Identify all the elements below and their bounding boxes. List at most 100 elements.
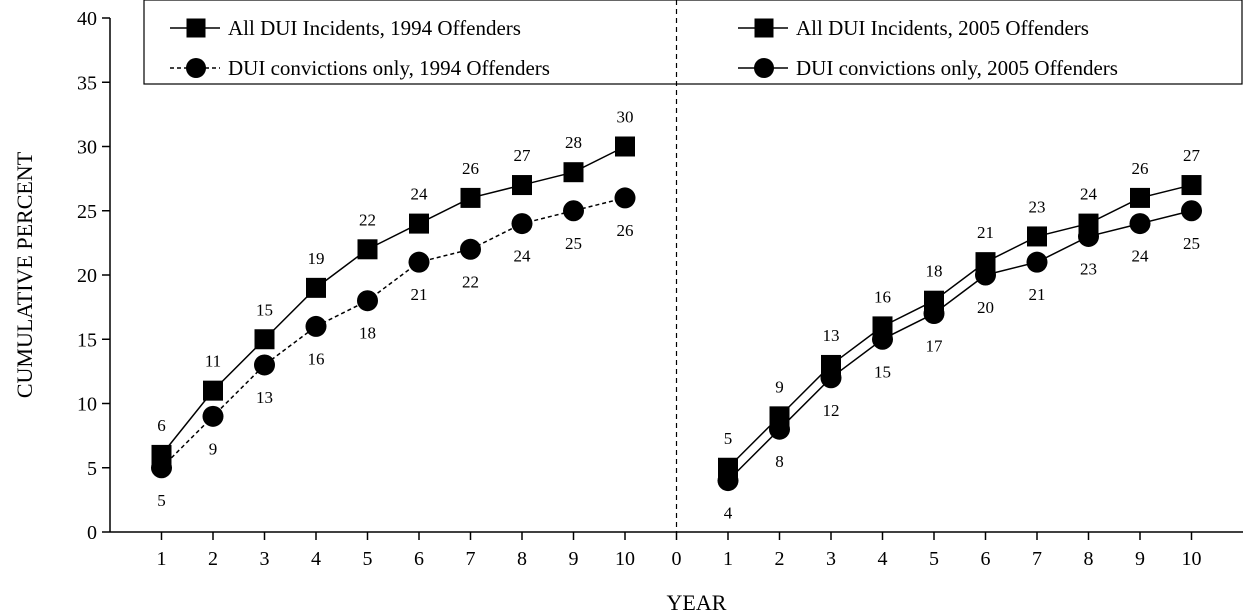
data-point-square: [512, 175, 532, 196]
data-label: 24: [411, 185, 429, 204]
data-label: 5: [157, 491, 166, 510]
x-tick-label: 1: [157, 548, 167, 570]
data-label: 25: [565, 234, 582, 253]
x-tick-label: 10: [615, 548, 635, 570]
data-point-square: [357, 239, 378, 260]
series-line-2005-circle: [727, 210, 1192, 482]
data-point-circle: [1181, 200, 1202, 222]
legend-entry-label: DUI convictions only, 2005 Offenders: [796, 56, 1118, 80]
data-point-circle: [408, 251, 430, 273]
data-label: 22: [359, 210, 376, 229]
data-point-circle: [305, 315, 327, 337]
data-point-circle: [1129, 213, 1151, 235]
data-label: 26: [1132, 159, 1149, 178]
data-label: 23: [1029, 197, 1046, 216]
data-point-circle: [975, 264, 996, 286]
x-tick-label: 7: [1032, 548, 1042, 570]
series-line-1994-square: [160, 145, 626, 456]
data-label: 12: [823, 401, 840, 420]
data-label: 22: [462, 272, 479, 291]
data-label: 28: [565, 133, 582, 152]
legend-entry-label: DUI convictions only, 1994 Offenders: [228, 56, 550, 80]
x-tick-label: 9: [569, 548, 579, 570]
data-point-circle: [1078, 225, 1099, 247]
data-label: 18: [359, 324, 376, 343]
data-label: 16: [308, 349, 325, 368]
data-label: 5: [724, 429, 733, 448]
x-tick-label: 9: [1135, 548, 1145, 570]
x-tick-label: 5: [929, 548, 939, 570]
data-label: 9: [209, 439, 218, 458]
legend-box: [143, 0, 1243, 85]
data-point-square: [615, 136, 635, 157]
data-label: 8: [775, 452, 784, 471]
data-label: 6: [157, 416, 166, 435]
x-tick-label: 8: [517, 548, 527, 570]
x-tick-label: 5: [363, 548, 373, 570]
data-label: 25: [1183, 234, 1200, 253]
data-point-square: [460, 187, 481, 208]
data-label: 26: [617, 221, 634, 240]
series-line-2005-square: [727, 184, 1192, 469]
x-axis-title: YEAR: [667, 590, 727, 614]
data-label: 15: [256, 300, 273, 319]
x-tick-label: 6: [981, 548, 991, 570]
series-line-1994-circle: [160, 197, 626, 469]
legend-marker-square-icon: [754, 18, 774, 38]
data-label: 21: [411, 285, 428, 304]
x-tick-label: 6: [414, 548, 424, 570]
data-point-circle: [872, 328, 893, 350]
data-point-square: [1027, 226, 1047, 247]
data-label: 4: [724, 504, 733, 523]
data-point-circle: [357, 290, 378, 312]
x-tick-label: 2: [208, 548, 218, 570]
data-point-circle: [151, 457, 172, 479]
data-point-square: [203, 380, 223, 401]
y-tick-label: 0: [87, 522, 97, 544]
x-tick-label: 7: [466, 548, 476, 570]
y-axis-title: CUMULATIVE PERCENT: [12, 151, 37, 398]
data-label: 18: [926, 262, 943, 281]
data-point-square: [254, 329, 275, 350]
data-point-circle: [769, 418, 790, 440]
data-point-circle: [511, 213, 533, 235]
data-label: 27: [514, 146, 532, 165]
legend-marker-circle-icon: [186, 58, 206, 78]
data-label: 27: [1183, 146, 1201, 165]
data-label: 19: [308, 249, 325, 268]
data-point-circle: [563, 200, 584, 222]
data-label: 13: [823, 326, 840, 345]
x-tick-label: 2: [775, 548, 785, 570]
x-tick-label: 3: [260, 548, 270, 570]
data-label: 24: [514, 247, 532, 266]
data-label: 21: [977, 223, 994, 242]
data-point-square: [409, 213, 429, 234]
x-tick-label: 4: [311, 548, 321, 570]
y-tick-label: 5: [87, 458, 97, 480]
legend-marker-square-icon: [186, 18, 206, 38]
x-tick-label: 3: [826, 548, 836, 570]
data-label: 24: [1080, 185, 1098, 204]
y-tick-label: 20: [77, 265, 97, 287]
data-point-circle: [614, 187, 636, 209]
data-label: 11: [205, 352, 221, 371]
x-tick-label: 10: [1182, 548, 1202, 570]
x-tick-label: 8: [1084, 548, 1094, 570]
data-label: 13: [256, 388, 273, 407]
legend-entry-label: All DUI Incidents, 1994 Offenders: [228, 16, 521, 40]
data-point-circle: [254, 354, 275, 376]
y-tick-label: 30: [77, 137, 97, 159]
data-label: 17: [926, 337, 944, 356]
data-point-circle: [202, 405, 224, 427]
data-point-square: [306, 277, 326, 298]
data-label: 15: [874, 362, 891, 381]
data-point-square: [1181, 175, 1202, 196]
data-label: 30: [617, 108, 634, 127]
data-label: 20: [977, 298, 994, 317]
legend-marker-circle-icon: [754, 58, 774, 78]
x-tick-label: 0: [672, 548, 682, 570]
data-label: 26: [462, 159, 479, 178]
y-tick-label: 35: [77, 72, 97, 94]
